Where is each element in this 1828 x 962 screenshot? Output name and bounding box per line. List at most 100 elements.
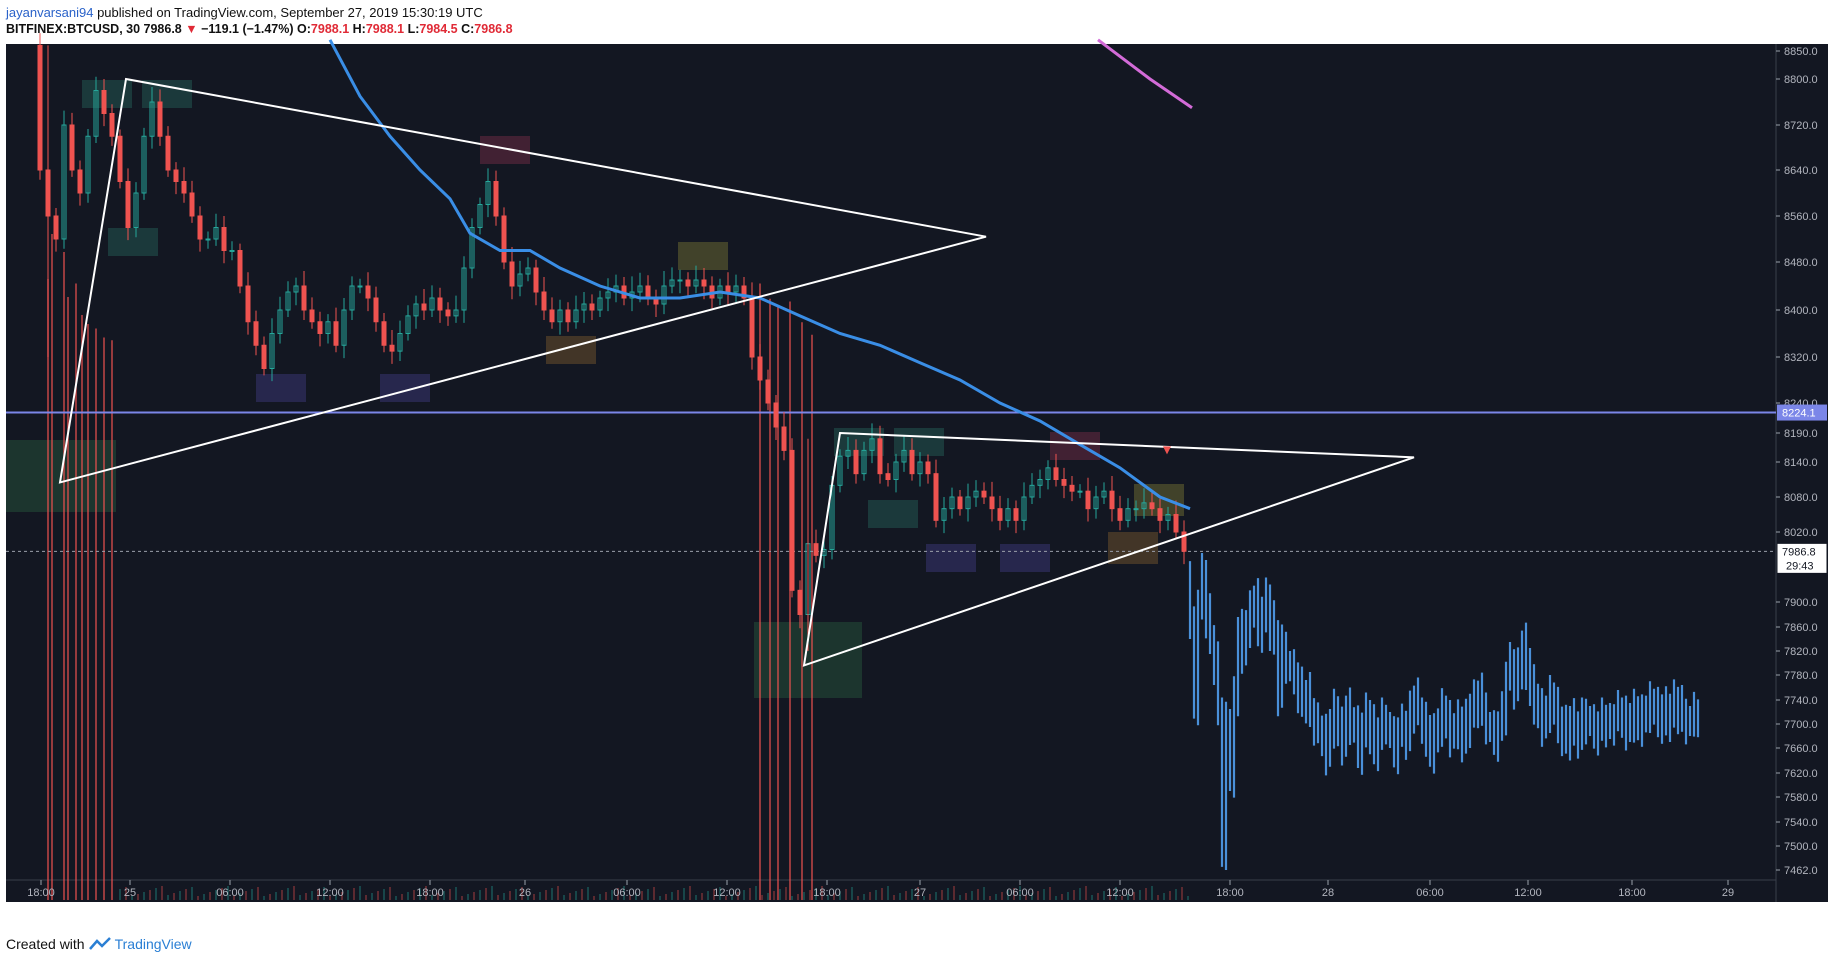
triangle-pattern-1 (58, 77, 987, 484)
candle-body (909, 449, 915, 475)
candle-body (413, 303, 419, 317)
candle-body (949, 496, 955, 510)
moving-average-line (328, 39, 1191, 511)
candle-body (965, 496, 971, 510)
candle-body (157, 101, 163, 137)
last-price-badge (1776, 542, 1828, 574)
candle-body (1125, 508, 1131, 521)
time-tick-label: 29 (1722, 887, 1734, 899)
candle-body (685, 279, 691, 287)
horizontal-line-price-label: 8224.1 (1782, 408, 1816, 420)
plot-area (6, 44, 1776, 902)
chart-header: jayanvarsani94 published on TradingView.… (6, 4, 513, 38)
candle-body (461, 267, 467, 311)
candle-body (485, 181, 491, 205)
candle-body (181, 181, 187, 194)
time-tick-label: 27 (914, 887, 926, 899)
time-tick-label: 18:00 (1618, 887, 1646, 899)
high-label: H: (352, 22, 366, 36)
candle-body (1021, 496, 1027, 521)
candle-body (493, 181, 499, 217)
candle-body (53, 215, 59, 240)
candle-body (637, 285, 643, 293)
candle-body (357, 285, 363, 288)
signal-zone (1000, 544, 1050, 572)
candle-body (509, 261, 515, 287)
candle-body (1117, 508, 1123, 521)
candle-body (1149, 502, 1155, 510)
price-tick-label: 8480.0 (1784, 257, 1818, 269)
price-axis-area (1776, 44, 1828, 902)
candle-body (597, 297, 603, 311)
candle-body (501, 215, 507, 263)
time-tick-label: 12:00 (713, 887, 741, 899)
candle-body (1085, 490, 1091, 510)
low-value: 7984.5 (419, 22, 458, 36)
time-tick-label: 18:00 (813, 887, 841, 899)
candle-body (981, 490, 987, 498)
price-tick-label: 7462.0 (1784, 865, 1818, 877)
candle-body (37, 44, 43, 171)
candle-body (557, 309, 563, 323)
candle-body (765, 379, 771, 404)
tradingview-brand[interactable]: TradingView (114, 936, 192, 952)
candle-body (1077, 490, 1083, 493)
signal-zone (868, 500, 918, 528)
candle-body (349, 285, 355, 311)
candle-body (853, 449, 859, 475)
price-tick-label: 8560.0 (1784, 211, 1818, 223)
time-tick-label: 06:00 (1006, 887, 1034, 899)
time-tick-label: 06:00 (613, 887, 641, 899)
candle-body (541, 291, 547, 311)
published-text: published on TradingView.com, September … (97, 5, 483, 20)
candle-body (749, 297, 755, 358)
candle-body (989, 496, 995, 510)
candle-body (253, 321, 259, 346)
candle-body (365, 285, 371, 299)
author-link[interactable]: jayanvarsani94 (6, 5, 94, 20)
candle-body (445, 309, 451, 317)
candle-body (429, 297, 435, 311)
candle-body (565, 309, 571, 323)
candle-body (773, 402, 779, 428)
candle-body (661, 285, 667, 305)
candle-body (581, 303, 587, 311)
candle-body (677, 279, 683, 282)
candle-body (669, 279, 675, 287)
price-tick-label: 8720.0 (1784, 120, 1818, 132)
magenta-indicator-line (1097, 38, 1193, 109)
candle-body (149, 101, 155, 137)
candle-body (133, 192, 139, 228)
time-tick-label: 18:00 (1216, 887, 1244, 899)
candle-body (933, 473, 939, 521)
price-tick-label: 8400.0 (1784, 305, 1818, 317)
candle-body (405, 315, 411, 334)
price-tick-label: 7700.0 (1784, 719, 1818, 731)
price-tick-label: 7780.0 (1784, 670, 1818, 682)
sell-signal-icon (1163, 446, 1171, 455)
price-tick-label: 7660.0 (1784, 743, 1818, 755)
price-tick-label: 7580.0 (1784, 792, 1818, 804)
candle-body (261, 344, 267, 369)
time-tick-label: 06:00 (216, 887, 244, 899)
time-tick-label: 18:00 (416, 887, 444, 899)
symbol-name: BITFINEX:BTCUSD, 30 (6, 22, 141, 36)
signal-zone (546, 336, 596, 364)
candle-body (1181, 531, 1187, 552)
time-tick-label: 12:00 (1106, 887, 1134, 899)
candle-body (781, 426, 787, 451)
candle-body (917, 461, 923, 475)
price-tick-label: 7820.0 (1784, 646, 1818, 658)
candle-body (1069, 484, 1075, 492)
candle-body (189, 192, 195, 217)
price-tick-label: 8850.0 (1784, 46, 1818, 58)
signal-zone (380, 374, 430, 402)
tradingview-logo-icon (88, 937, 111, 950)
candle-body (1037, 479, 1043, 486)
close-value: 7986.8 (474, 22, 513, 36)
candle-body (1061, 479, 1067, 486)
time-axis-labels: 18:00 25 06:00 12:00 18:00 26 06:00 12:00 18:00 2… (27, 880, 1734, 899)
candle-body (573, 309, 579, 323)
candle-body (1093, 496, 1099, 510)
